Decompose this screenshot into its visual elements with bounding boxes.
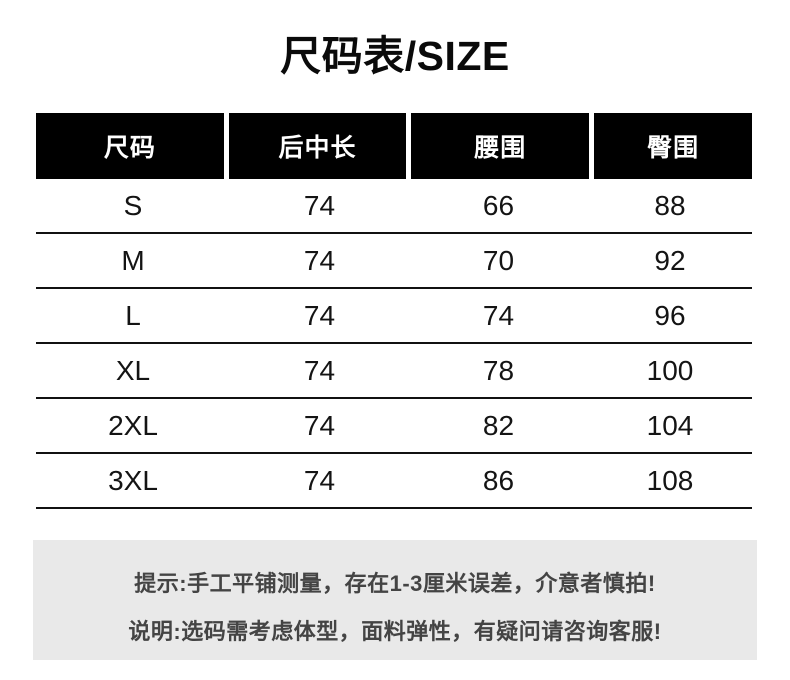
cell-hip: 92 [654,244,686,276]
column-header-size: 尺码 [36,113,224,179]
cell-size: S [123,189,143,221]
header-divider-1 [223,113,229,179]
cell-size: M [121,244,145,276]
cell-back-length: 74 [303,354,336,386]
cell-back-length: 74 [303,244,336,276]
table-row: 3XL 74 86 108 [36,454,752,509]
header-divider-2 [406,113,412,179]
column-header-hip: 臀围 [594,113,753,179]
header-divider-3 [589,113,595,179]
cell-hip: 88 [654,189,686,221]
cell-back-length: 74 [303,189,336,221]
cell-hip: 108 [646,464,694,496]
table-body: S 74 66 88 M 74 70 92 L 74 74 96 XL 74 7… [36,179,752,509]
cell-waist: 86 [482,464,515,496]
cell-waist: 82 [482,409,515,441]
size-table: 尺码 后中长 腰围 臀围 S 74 66 88 M 74 70 92 L [36,113,753,509]
cell-size: 3XL [108,464,158,496]
note-sizing-advice: 说明:选码需考虑体型，面料弹性，有疑问请咨询客服! [128,619,662,644]
cell-waist: 70 [482,244,515,276]
cell-waist: 78 [482,354,515,386]
cell-size: L [125,299,141,331]
table-row: L 74 74 96 [36,289,752,344]
cell-waist: 74 [482,299,515,331]
table-row: M 74 70 92 [36,234,752,289]
cell-waist: 66 [482,189,515,221]
cell-hip: 104 [646,409,694,441]
cell-size: 2XL [108,409,158,441]
page-title: 尺码表/SIZE [280,33,510,79]
cell-back-length: 74 [303,464,336,496]
table-row: XL 74 78 100 [36,344,752,399]
note-measurement-tip: 提示:手工平铺测量，存在1-3厘米误差，介意者慎拍! [134,571,656,596]
column-header-waist: 腰围 [411,113,590,179]
notes-panel: 提示:手工平铺测量，存在1-3厘米误差，介意者慎拍! 说明:选码需考虑体型，面料… [33,540,757,660]
cell-hip: 100 [646,354,694,386]
table-row: 2XL 74 82 104 [36,399,752,454]
cell-back-length: 74 [303,299,336,331]
cell-size: XL [115,354,151,386]
cell-back-length: 74 [303,409,336,441]
cell-hip: 96 [654,299,686,331]
table-row: S 74 66 88 [36,179,752,234]
table-header-row: 尺码 后中长 腰围 臀围 [36,113,753,179]
column-header-back-length: 后中长 [228,113,407,179]
